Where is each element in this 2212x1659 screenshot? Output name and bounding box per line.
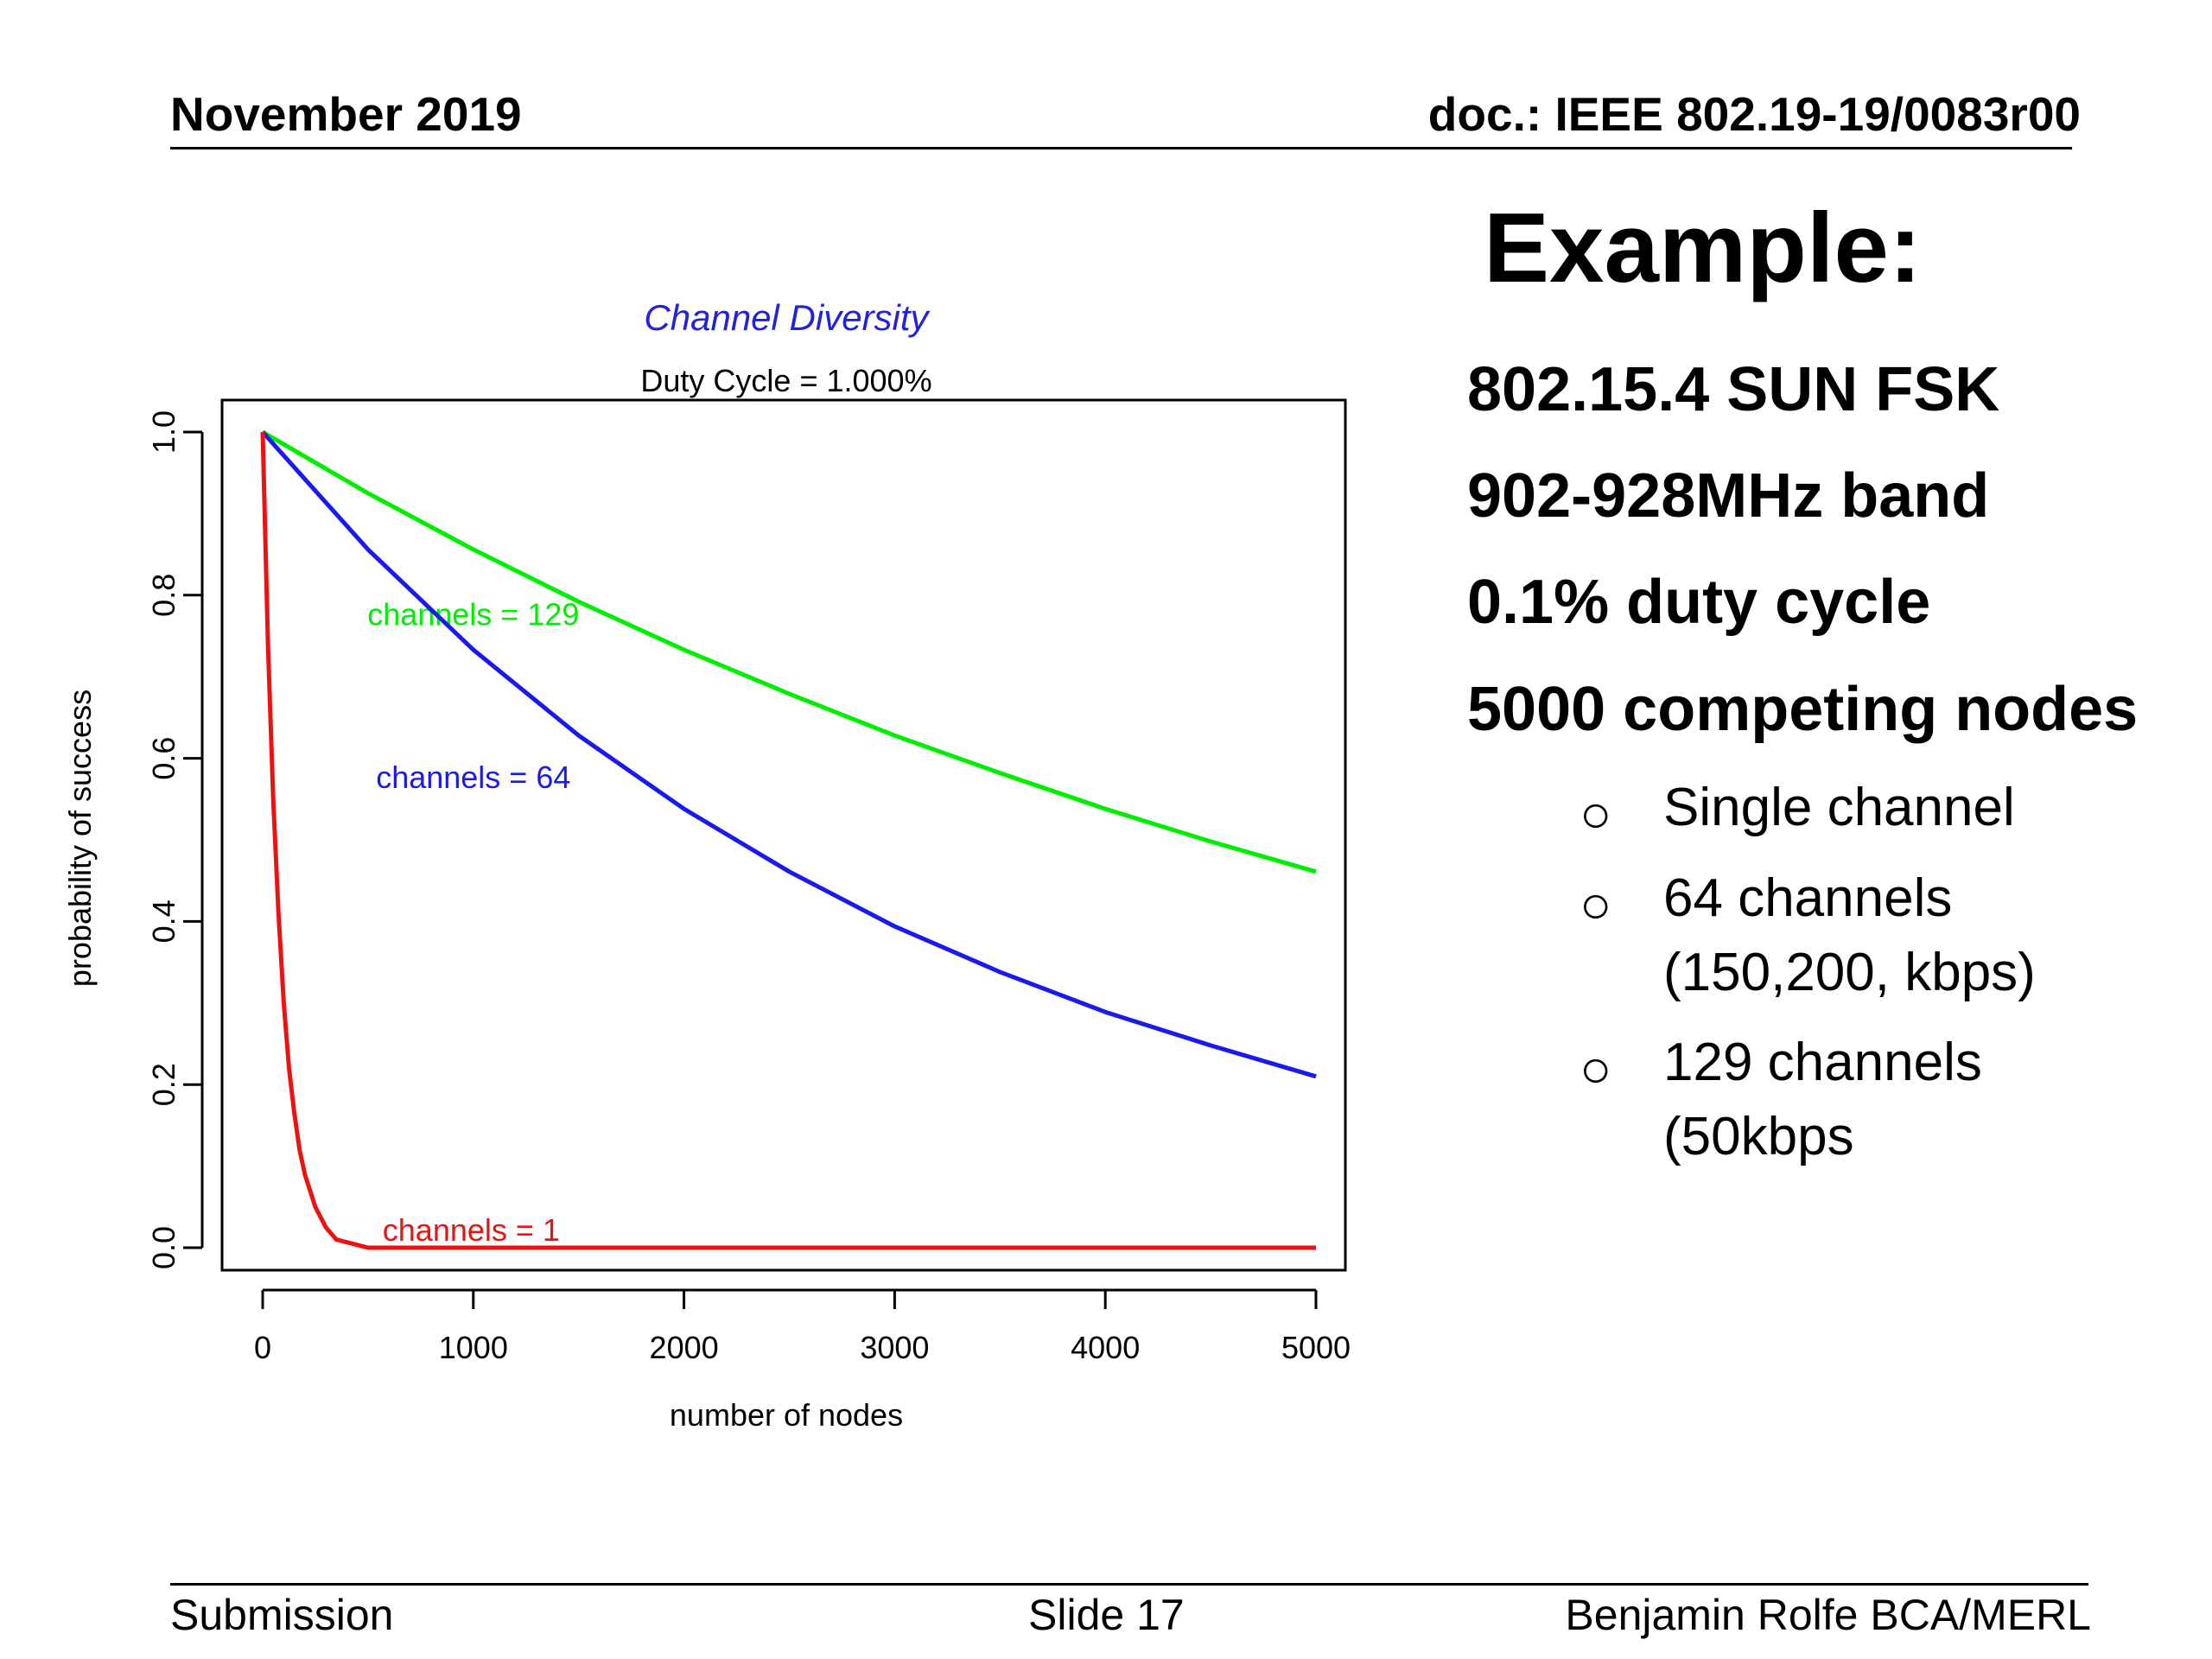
footer-author: Benjamin Rolfe BCA/MERL [1565, 1591, 2091, 1639]
chart-subtitle: Duty Cycle = 1.000% [640, 363, 931, 398]
series-line-2 [261, 430, 1317, 1079]
bullet-marker: ○ [1580, 1039, 1612, 1099]
footer-rule [170, 1583, 2088, 1586]
bullet-marker: ○ [1580, 875, 1612, 935]
x-tick-label: 3000 [860, 1330, 929, 1365]
spec-line: 5000 competing nodes [1467, 675, 2139, 744]
x-tick-label: 2000 [650, 1330, 719, 1365]
label-channels-64: channels = 64 [376, 760, 570, 795]
x-tick-label: 0 [254, 1330, 271, 1365]
bullet-line: 64 channels [1663, 868, 1953, 928]
y-tick-label: 1.0 [146, 410, 181, 454]
y-tick-label: 0.6 [146, 737, 181, 780]
bullet-line: (50kbps [1663, 1107, 1854, 1166]
chart-title: Channel Diversity [644, 297, 931, 338]
series-line-1 [261, 429, 1317, 874]
y-tick-label: 0.4 [146, 899, 181, 943]
footer-submission: Submission [170, 1591, 394, 1639]
chart-axes: 0 1000 2000 3000 4000 5000 0.0 0.2 0.4 0.6 0.8 1.0 [146, 410, 1351, 1365]
spec-line: 902-928MHz band [1467, 461, 1990, 531]
y-tick-label: 0.2 [146, 1063, 181, 1106]
y-tick-label: 0.0 [146, 1226, 181, 1269]
bullet-line: 129 channels [1663, 1033, 1982, 1092]
bullet-text: Single channel [1663, 771, 2015, 845]
x-axis-label: number of nodes [670, 1397, 903, 1433]
y-axis-label: probability of success [62, 690, 98, 987]
bullet-line: Single channel [1663, 778, 2015, 837]
label-channels-129: channels = 129 [367, 596, 579, 632]
spec-line: 0.1% duty cycle [1467, 568, 1931, 637]
bullet-text: 129 channels (50kbps [1663, 1026, 1982, 1174]
channel-diversity-chart: Channel Diversity Duty Cycle = 1.000% 0 1… [62, 297, 1351, 1433]
label-channels-1: channels = 1 [383, 1212, 560, 1248]
bullet-line: (150,200, kbps) [1663, 943, 2036, 1002]
bullet-text: 64 channels (150,200, kbps) [1663, 861, 2036, 1010]
header-date: November 2019 [170, 87, 522, 141]
series-line-3 [260, 431, 1316, 1250]
x-tick-label: 4000 [1071, 1330, 1140, 1365]
x-tick-label: 1000 [439, 1330, 508, 1365]
plot-frame [220, 398, 1347, 1272]
header-rule [170, 147, 2072, 149]
example-heading: Example: [1484, 194, 1922, 303]
bullet-marker: ○ [1580, 785, 1612, 844]
header-doc-id: doc.: IEEE 802.19-19/0083r00 [1427, 87, 2081, 141]
x-tick-label: 5000 [1281, 1330, 1351, 1365]
spec-line: 802.15.4 SUN FSK [1467, 355, 2000, 424]
footer-slide-number: Slide 17 [1028, 1591, 1185, 1639]
series-layer: channels = 129 channels = 64 channels = 1 [260, 429, 1317, 1250]
y-tick-label: 0.8 [146, 574, 181, 617]
